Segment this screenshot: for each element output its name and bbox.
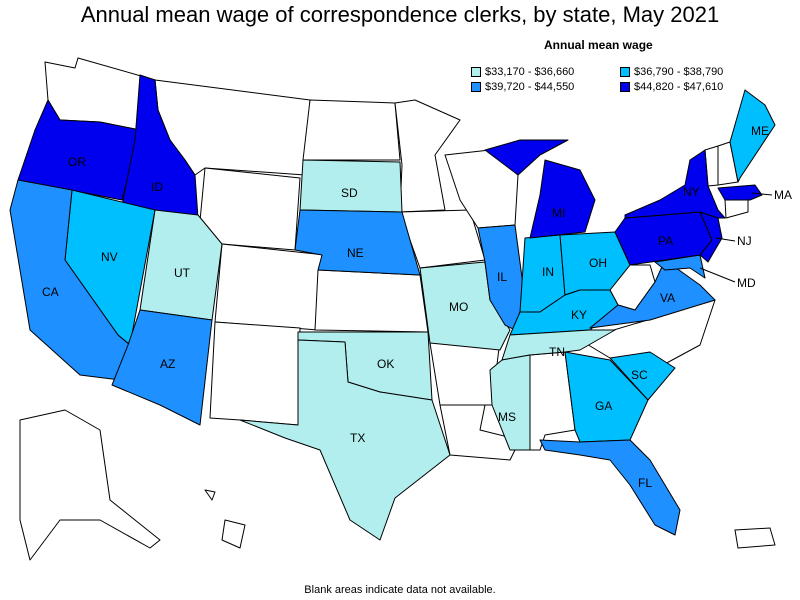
state-mi[interactable] (484, 139, 596, 239)
state-tx[interactable] (239, 339, 451, 541)
state-ne[interactable] (294, 209, 421, 276)
state-fl[interactable] (539, 439, 681, 536)
leader-line-md (699, 267, 736, 283)
label-ms: MS (498, 410, 516, 424)
label-ga: GA (595, 399, 612, 413)
label-mi: MI (552, 206, 565, 220)
label-ut: UT (174, 266, 191, 280)
legend-title: Annual mean wage (544, 38, 653, 52)
label-in: IN (542, 265, 554, 279)
legend-label: $44,820 - $47,610 (634, 81, 724, 93)
label-sc: SC (631, 368, 648, 382)
territory-pr[interactable] (734, 527, 776, 549)
label-ma: MA (774, 188, 792, 202)
state-ar[interactable] (429, 339, 501, 406)
state-labels: OR ID NV UT CA AZ SD NE OK TX MO IL IN O… (42, 124, 792, 490)
state-il[interactable] (477, 224, 526, 331)
state-ct[interactable] (724, 197, 749, 219)
legend-swatch (471, 67, 481, 77)
label-md: MD (737, 276, 756, 290)
label-ny: NY (683, 185, 700, 199)
legend-item-tier-4: $44,820 - $47,610 (620, 81, 723, 93)
legend-item-tier-2: $36,790 - $38,790 (620, 66, 723, 78)
state-ma[interactable] (717, 184, 763, 201)
legend-swatch (620, 67, 630, 77)
state-me[interactable] (729, 89, 776, 183)
state-id[interactable] (121, 74, 199, 219)
legend-label: $33,170 - $36,660 (485, 66, 575, 78)
footnote: Blank areas indicate data not available. (304, 584, 496, 596)
state-sc[interactable] (609, 351, 676, 401)
label-id: ID (151, 180, 163, 194)
label-sd: SD (341, 186, 358, 200)
state-ms[interactable] (489, 354, 531, 451)
leader-line-ma (751, 192, 773, 196)
state-mn[interactable] (394, 99, 461, 213)
label-nv: NV (101, 250, 118, 264)
label-me: ME (751, 124, 769, 138)
state-co[interactable] (214, 243, 326, 331)
legend-label: $36,790 - $38,790 (634, 66, 724, 78)
legend-swatch (620, 82, 630, 92)
label-nj: NJ (737, 234, 752, 248)
leader-line-nj (715, 237, 736, 242)
state-ak[interactable] (19, 409, 161, 561)
label-va: VA (660, 291, 675, 305)
state-nm[interactable] (209, 321, 301, 426)
state-nd[interactable] (302, 99, 401, 161)
label-fl: FL (638, 476, 652, 490)
label-pa: PA (658, 234, 673, 248)
label-ne: NE (347, 246, 364, 260)
legend-item-tier-3: $39,720 - $44,550 (471, 81, 574, 93)
label-az: AZ (160, 357, 175, 371)
label-ca: CA (42, 285, 59, 299)
label-ok: OK (377, 357, 394, 371)
state-az[interactable] (111, 309, 213, 426)
legend-label: $39,720 - $44,550 (485, 81, 575, 93)
label-mo: MO (449, 300, 468, 314)
legend-swatch (471, 82, 481, 92)
state-ks[interactable] (314, 269, 429, 333)
label-leader-lines (699, 192, 773, 283)
label-il: IL (497, 270, 507, 284)
label-ky: KY (571, 308, 587, 322)
state-ny[interactable] (624, 149, 726, 219)
legend-item-tier-1: $33,170 - $36,660 (471, 66, 574, 78)
map-title: Annual mean wage of correspondence clerk… (80, 2, 720, 27)
label-tn: TN (549, 345, 565, 359)
label-tx: TX (350, 431, 365, 445)
state-ut[interactable] (139, 209, 223, 321)
state-hi[interactable] (204, 489, 246, 549)
label-oh: OH (589, 256, 607, 270)
label-or: OR (68, 155, 86, 169)
